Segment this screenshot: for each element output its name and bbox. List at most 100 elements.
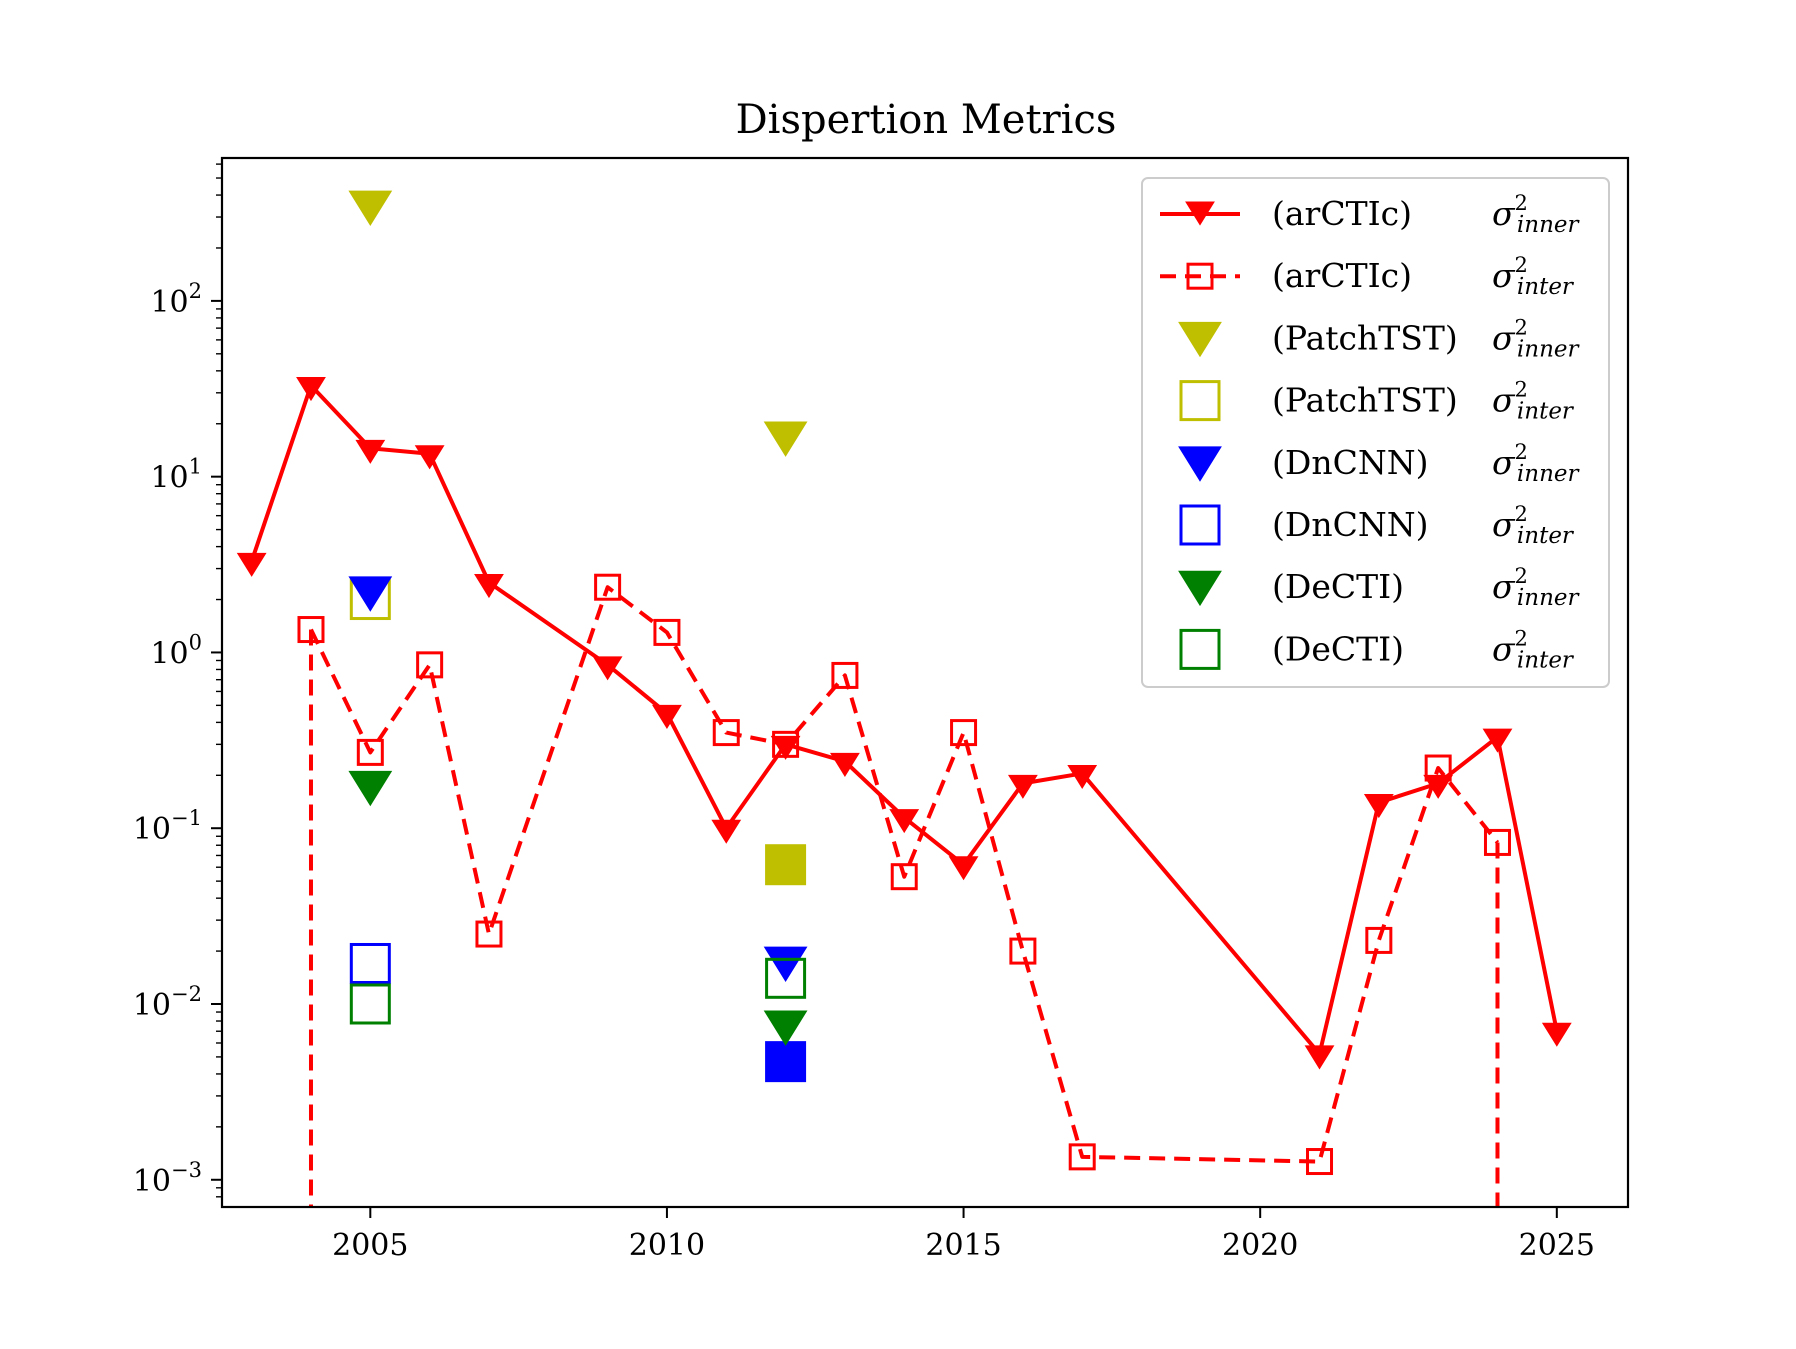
series-1-point-11 xyxy=(1009,937,1037,965)
series-4-point-1 xyxy=(763,946,808,983)
series-0-point-17 xyxy=(1482,728,1513,753)
legend-marker-2 xyxy=(1178,321,1222,358)
series-0-point-12 xyxy=(1007,774,1038,799)
series-5 xyxy=(349,942,807,1083)
legend-metric-4: σ2 inner xyxy=(1492,440,1580,487)
legend-label-7: (DeCTI) xyxy=(1272,629,1404,668)
axes-frame xyxy=(220,156,1630,1209)
legend-entry-2: (PatchTST) σ2 inner xyxy=(1178,315,1580,362)
chart-title: Dispertion Metrics xyxy=(736,97,1117,143)
series-0-point-1 xyxy=(296,377,326,402)
legend-metric-3: σ2 inter xyxy=(1492,378,1575,425)
series-1 xyxy=(297,573,1511,1207)
legend-marker-5 xyxy=(1179,504,1221,546)
legend-metric-7: σ2 inter xyxy=(1492,626,1575,673)
series-1-point-6 xyxy=(712,719,740,747)
legend-label-5: (DnCNN) xyxy=(1272,505,1428,544)
y-tick-label-1: 10−2 xyxy=(133,982,202,1023)
series-2-point-0 xyxy=(348,190,393,227)
series-1-point-3 xyxy=(475,920,503,948)
series-7-point-1 xyxy=(765,957,807,999)
legend-marker-4 xyxy=(1178,446,1222,482)
series-0-point-7 xyxy=(711,819,742,844)
series-0-point-5 xyxy=(592,656,623,681)
y-tick-label-0: 10−3 xyxy=(133,1158,202,1199)
legend-label-4: (DnCNN) xyxy=(1272,443,1428,482)
y-axis: 10−3 10−2 10−1 100 101 102 xyxy=(133,163,222,1199)
series-0-point-15 xyxy=(1363,794,1394,819)
legend-label-0: (arCTIc) xyxy=(1272,194,1412,233)
series-5-point-0 xyxy=(349,942,391,984)
series-0-point-9 xyxy=(830,752,860,777)
series-0-point-0 xyxy=(236,552,267,577)
series-3-point-1 xyxy=(765,844,807,886)
series-0-point-2 xyxy=(355,439,386,464)
legend-marker-7 xyxy=(1179,628,1221,670)
legend-marker-0 xyxy=(1185,201,1215,226)
legend-metric-0: σ2 inner xyxy=(1492,191,1580,238)
y-tick-label-2: 10−1 xyxy=(133,806,202,847)
plot-area xyxy=(236,190,1572,1207)
legend-entry-1: (arCTIc) σ2 inter xyxy=(1160,253,1575,300)
series-6-point-0 xyxy=(348,770,393,807)
series-1-point-16 xyxy=(1483,828,1511,856)
series-0-point-13 xyxy=(1067,764,1098,790)
series-1-point-9 xyxy=(890,863,918,891)
legend-entry-7: (DeCTI) σ2 inter xyxy=(1179,626,1575,673)
series-1-point-2 xyxy=(416,651,444,679)
x-tick-label-2: 2015 xyxy=(925,1228,1001,1263)
y-tick-label-3: 100 xyxy=(150,630,202,671)
series-6-point-1 xyxy=(763,1010,808,1046)
legend-marker-1 xyxy=(1186,262,1214,290)
series-7 xyxy=(349,957,807,1025)
legend-box xyxy=(1141,177,1610,688)
series-6 xyxy=(348,770,808,1046)
series-0-point-11 xyxy=(948,856,979,881)
series-4-point-0 xyxy=(348,576,393,612)
legend-entry-4: (DnCNN) σ2 inner xyxy=(1178,440,1580,487)
legend-metric-6: σ2 inner xyxy=(1492,564,1580,611)
series-1-point-12 xyxy=(1068,1143,1096,1171)
legend-metric-5: σ2 inter xyxy=(1492,502,1575,549)
series-1-point-7 xyxy=(772,730,800,758)
legend-entry-3: (PatchTST) σ2 inter xyxy=(1179,378,1575,425)
series-7-point-0 xyxy=(349,983,391,1025)
series-1-point-8 xyxy=(831,661,859,689)
series-1-point-0 xyxy=(297,616,325,644)
x-tick-label-4: 2025 xyxy=(1519,1228,1595,1263)
series-1-point-13 xyxy=(1306,1148,1334,1176)
series-4 xyxy=(348,576,808,983)
y-tick-label-4: 101 xyxy=(150,455,202,496)
x-axis: 2005 2010 2015 2020 2025 xyxy=(332,1207,1595,1263)
legend-label-6: (DeCTI) xyxy=(1272,567,1404,606)
series-0-point-4 xyxy=(474,574,504,599)
series-2 xyxy=(348,190,808,457)
legend-label-2: (PatchTST) xyxy=(1272,318,1458,357)
series-0 xyxy=(236,377,1572,1070)
y-tick-label-5: 102 xyxy=(150,279,202,320)
legend-marker-6 xyxy=(1178,570,1222,607)
series-1-point-5 xyxy=(653,618,681,646)
legend-entry-6: (DeCTI) σ2 inner xyxy=(1178,564,1580,611)
series-1-point-14 xyxy=(1365,926,1393,954)
series-1-point-4 xyxy=(594,573,622,601)
series-1-point-15 xyxy=(1424,754,1452,782)
series-0-point-10 xyxy=(889,809,920,834)
legend-marker-3 xyxy=(1179,380,1221,422)
legend-metric-2: σ2 inner xyxy=(1492,315,1580,362)
x-tick-label-0: 2005 xyxy=(332,1228,408,1263)
series-1-line xyxy=(309,585,1500,1164)
legend-metric-1: σ2 inter xyxy=(1492,253,1575,300)
series-5-point-1 xyxy=(765,1041,807,1083)
series-0-point-3 xyxy=(414,445,445,470)
series-0-point-14 xyxy=(1304,1045,1335,1070)
series-1-point-1 xyxy=(356,738,384,766)
series-3 xyxy=(349,579,807,886)
series-0-point-6 xyxy=(652,704,682,729)
x-tick-label-1: 2010 xyxy=(629,1228,705,1263)
legend-entry-5: (DnCNN) σ2 inter xyxy=(1179,502,1575,549)
series-2-point-1 xyxy=(763,421,808,457)
legend-label-3: (PatchTST) xyxy=(1272,381,1458,420)
legend-entry-0: (arCTIc) σ2 inner xyxy=(1160,191,1580,238)
